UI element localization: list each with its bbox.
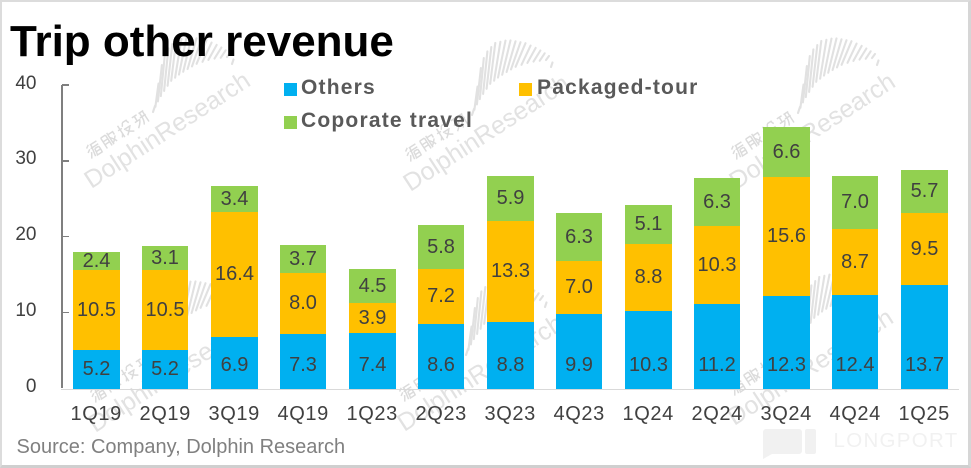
svg-text:LONGPORT: LONGPORT [834, 429, 959, 452]
